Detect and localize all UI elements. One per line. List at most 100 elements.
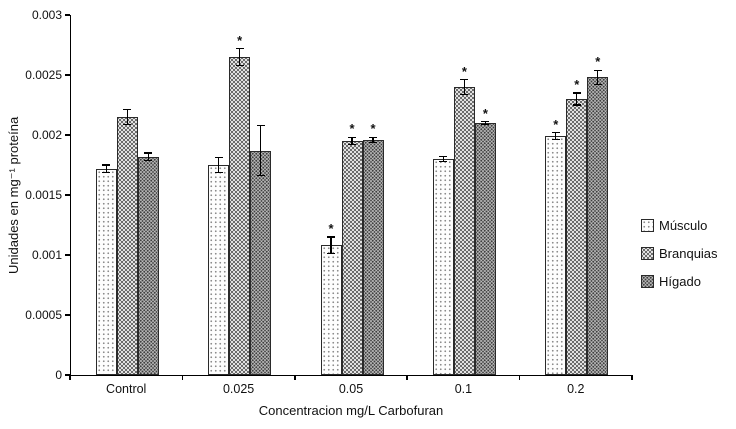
- x-tick-mark: [631, 376, 633, 380]
- error-bar: [259, 125, 262, 176]
- error-bar-cap: [235, 64, 244, 67]
- legend: Músculo Branquias Hígado: [641, 218, 718, 302]
- error-bar-cap: [593, 83, 602, 86]
- error-bar: [330, 237, 332, 254]
- error-bar-cap: [460, 93, 469, 95]
- y-tick-label: 0.0005: [25, 308, 62, 322]
- error-bar-cap: [481, 123, 490, 125]
- error-bar-cap: [256, 124, 265, 127]
- error-bar: [484, 121, 487, 125]
- bar: [229, 57, 251, 375]
- x-tick-mark: [294, 376, 296, 380]
- legend-swatch-musculo: [641, 219, 654, 232]
- bar: [587, 77, 609, 375]
- y-tick-label: 0: [55, 368, 62, 382]
- significance-marker: *: [370, 121, 376, 137]
- significance-marker: *: [574, 77, 580, 92]
- error-bar: [576, 93, 578, 105]
- error-bar: [238, 48, 241, 66]
- y-tick-mark: [65, 314, 70, 316]
- bar: [250, 150, 272, 375]
- bar: [208, 165, 230, 375]
- error-bar-cap: [123, 109, 132, 111]
- error-bar-cap: [123, 123, 132, 125]
- error-bar-cap: [214, 157, 223, 159]
- x-axis-title: Concentracion mg/L Carbofuran: [258, 403, 444, 418]
- error-bar: [555, 132, 557, 140]
- bar: [453, 87, 475, 375]
- significance-marker: *: [349, 121, 355, 137]
- legend-item-branquias: Branquias: [641, 246, 718, 261]
- bar: [341, 141, 363, 375]
- error-bar-cap: [460, 79, 469, 81]
- error-bar-cap: [439, 160, 448, 163]
- error-bar-cap: [102, 164, 111, 166]
- error-bar: [217, 157, 220, 173]
- error-bar-cap: [369, 141, 377, 143]
- significance-marker: *: [237, 32, 243, 48]
- y-tick-mark: [65, 74, 70, 76]
- y-tick-label: 0.003: [31, 8, 62, 22]
- error-bar-cap: [214, 171, 223, 173]
- bar: [474, 123, 496, 375]
- x-tick-label: 0.025: [222, 382, 255, 396]
- legend-label-higado: Hígado: [659, 274, 701, 289]
- error-bar-cap: [102, 171, 111, 173]
- error-bar-cap: [551, 131, 560, 134]
- significance-marker: *: [461, 63, 467, 79]
- significance-marker: *: [595, 54, 601, 70]
- error-bar: [147, 153, 149, 161]
- legend-swatch-branquias: [641, 247, 654, 260]
- error-bar-cap: [256, 175, 265, 177]
- x-tick-mark: [69, 376, 71, 380]
- error-bar-cap: [481, 121, 490, 123]
- y-tick-mark: [65, 134, 70, 136]
- significance-marker: *: [328, 221, 334, 236]
- significance-marker: *: [553, 116, 559, 132]
- error-bar-cap: [348, 136, 356, 139]
- legend-label-musculo: Músculo: [659, 218, 708, 233]
- y-tick-label: 0.001: [31, 248, 62, 262]
- bar: [320, 245, 342, 375]
- bar: [95, 168, 117, 375]
- y-tick-label: 0.002: [31, 128, 62, 142]
- bar: [116, 117, 138, 375]
- y-tick-label: 0.0025: [25, 68, 62, 82]
- legend-label-branquias: Branquias: [659, 246, 718, 261]
- y-tick-mark: [65, 194, 70, 196]
- error-bar-cap: [144, 152, 153, 154]
- error-bar: [351, 137, 353, 145]
- bar: [362, 139, 384, 375]
- x-tick-mark: [406, 376, 408, 380]
- legend-swatch-higado: [641, 275, 654, 288]
- error-bar-cap: [144, 159, 153, 161]
- error-bar: [597, 70, 599, 85]
- error-bar-cap: [551, 139, 560, 141]
- error-bar-cap: [572, 92, 581, 94]
- error-bar: [372, 137, 374, 143]
- bar: [432, 159, 454, 375]
- error-bar: [105, 165, 107, 173]
- x-tick-mark: [181, 376, 184, 380]
- error-bar: [126, 109, 128, 125]
- x-tick-label: 0.1: [454, 382, 473, 396]
- x-tick-label: 0.05: [338, 382, 364, 396]
- legend-item-higado: Hígado: [641, 274, 718, 289]
- error-bar: [442, 156, 445, 162]
- y-tick-mark: [65, 374, 70, 376]
- legend-item-musculo: Músculo: [641, 218, 718, 233]
- bar: [137, 156, 159, 375]
- y-tick-mark: [65, 254, 70, 256]
- error-bar-cap: [369, 136, 377, 139]
- plot-area: * * * * * * * * *: [70, 15, 633, 376]
- y-tick-label: 0.0015: [25, 188, 62, 202]
- error-bar: [463, 79, 466, 95]
- error-bar-cap: [439, 155, 448, 158]
- x-tick-mark: [518, 376, 521, 380]
- error-bar-cap: [348, 143, 356, 146]
- x-tick-label: 0.2: [567, 382, 585, 396]
- y-tick-mark: [65, 14, 70, 16]
- x-tick-label: Control: [106, 382, 147, 396]
- error-bar-cap: [327, 253, 335, 255]
